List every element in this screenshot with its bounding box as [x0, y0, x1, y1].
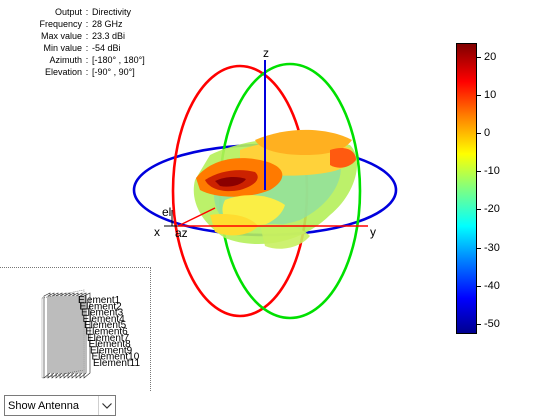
- antenna-array-drawing: Element1Element2Element3Element4Element5…: [41, 289, 141, 379]
- info-row: Output: Directivity: [0, 6, 145, 18]
- info-value: 23.3 dBi: [92, 31, 126, 41]
- colorbar-tick: [476, 247, 481, 249]
- colorbar-tick: [476, 171, 481, 173]
- y-axis-label: y: [370, 225, 376, 239]
- info-label: Min value: [43, 43, 82, 53]
- array-element-plate: [51, 292, 59, 379]
- element-label: Element4: [83, 314, 126, 325]
- info-label: Elevation: [44, 67, 82, 77]
- elevation-label: el: [162, 205, 171, 219]
- show-antenna-dropdown[interactable]: Show Antenna: [4, 395, 116, 416]
- array-element-plate: [47, 292, 55, 379]
- element-label: Element11: [93, 358, 141, 369]
- element-label: Element6: [86, 327, 129, 338]
- info-row: Max value:23.3 dBi: [0, 30, 145, 42]
- info-value: -54 dBi: [92, 43, 121, 53]
- info-separator: :: [85, 19, 89, 29]
- array-element-plate: [59, 292, 67, 379]
- array-element-plate: [55, 292, 63, 379]
- z-axis-label: z: [263, 46, 269, 60]
- info-separator: :: [85, 7, 89, 17]
- info-value: Directivity: [92, 7, 132, 17]
- info-separator: :: [85, 55, 89, 65]
- dropdown-selected-label: Show Antenna: [8, 399, 79, 412]
- info-label: Output: [54, 7, 82, 17]
- element-label: Element2: [80, 301, 123, 312]
- info-row: Elevation: [-90° , 90°]: [0, 66, 145, 78]
- colorbar-tick-label: 20: [484, 51, 497, 63]
- azimuth-indicator: [177, 207, 216, 227]
- array-element-plate: [83, 292, 91, 379]
- colorbar-tick-label: -20: [484, 203, 500, 216]
- info-row: Min value: -54 dBi: [0, 42, 145, 54]
- colorbar-tick-label: -10: [484, 165, 500, 178]
- colorbar-tick-label: 10: [484, 89, 497, 102]
- info-value: 28 GHz: [92, 19, 123, 29]
- colorbar-tick: [476, 285, 481, 287]
- info-label: Frequency: [39, 19, 82, 29]
- array-element-plate: [43, 292, 51, 379]
- info-value: [-180° , 180°]: [92, 55, 145, 65]
- colorbar-tick: [476, 57, 481, 58]
- info-label: Azimuth: [49, 55, 82, 65]
- info-value: [-90° , 90°]: [92, 67, 135, 77]
- colorbar-tick-label: -30: [484, 241, 500, 254]
- colorbar-tick: [476, 323, 481, 325]
- element-label: Element1: [78, 295, 121, 306]
- antenna-thumbnail[interactable]: Element1 Element2 Element3 Element4 Element5…: [0, 267, 151, 391]
- info-separator: :: [85, 31, 89, 41]
- colorbar-tick: [476, 95, 481, 97]
- pattern-info-panel: Output: Directivity Frequency:28 GHz Max va…: [0, 6, 145, 78]
- info-separator: :: [85, 43, 89, 53]
- azimuth-label: az: [175, 226, 188, 240]
- info-separator: :: [85, 67, 89, 77]
- x-axis-label: x: [154, 225, 160, 239]
- element-label: Element7: [87, 333, 130, 344]
- element-label: Element9: [90, 345, 133, 356]
- array-element-plate: [63, 292, 71, 379]
- info-label: Max value: [40, 31, 82, 41]
- array-ground-outline: [41, 289, 85, 379]
- info-row: Frequency:28 GHz: [0, 18, 145, 30]
- element-label: Element10: [92, 352, 140, 363]
- array-element-plate: [75, 292, 83, 379]
- element-label: Element3: [81, 308, 124, 319]
- array-element-plate: [71, 292, 79, 379]
- colorbar-tick-label: -40: [484, 279, 500, 292]
- colorbar-tick: [476, 133, 481, 135]
- radiation-lobe: [193, 129, 358, 249]
- directivity-colorbar: [456, 43, 477, 334]
- colorbar-tick: [476, 209, 481, 211]
- info-row: Azimuth: [-180° , 180°]: [0, 54, 145, 66]
- colorbar-tick-label: -50: [484, 317, 500, 330]
- chevron-down-icon: [98, 396, 115, 415]
- colorbar-tick-label: 0: [484, 127, 491, 140]
- element-label: Element5: [84, 320, 127, 331]
- array-element-plate: [67, 292, 75, 379]
- element-label: Element8: [89, 339, 132, 350]
